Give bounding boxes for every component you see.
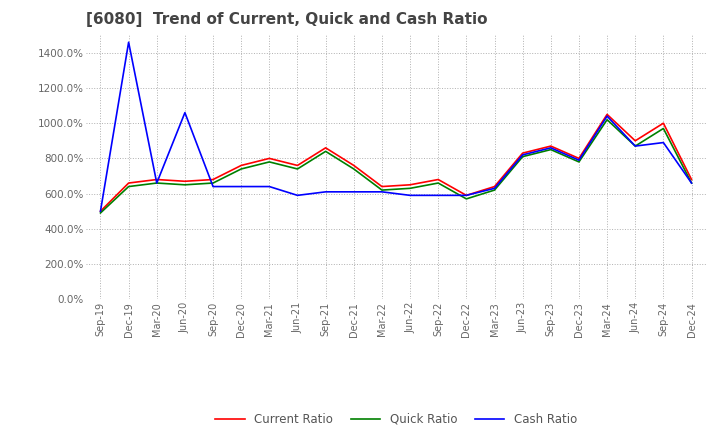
Quick Ratio <box>546 147 555 152</box>
Current Ratio <box>631 138 639 143</box>
Cash Ratio <box>490 186 499 191</box>
Quick Ratio <box>349 166 358 172</box>
Quick Ratio <box>406 186 415 191</box>
Text: [6080]  Trend of Current, Quick and Cash Ratio: [6080] Trend of Current, Quick and Cash … <box>86 12 488 27</box>
Cash Ratio <box>209 184 217 189</box>
Cash Ratio <box>546 145 555 150</box>
Quick Ratio <box>265 159 274 165</box>
Current Ratio <box>659 121 667 126</box>
Quick Ratio <box>490 187 499 193</box>
Cash Ratio <box>377 189 386 194</box>
Cash Ratio <box>518 152 527 158</box>
Current Ratio <box>321 145 330 150</box>
Current Ratio <box>265 156 274 161</box>
Quick Ratio <box>209 180 217 186</box>
Cash Ratio <box>265 184 274 189</box>
Current Ratio <box>209 177 217 182</box>
Line: Current Ratio: Current Ratio <box>101 114 691 211</box>
Current Ratio <box>546 143 555 149</box>
Quick Ratio <box>181 182 189 187</box>
Cash Ratio <box>434 193 443 198</box>
Quick Ratio <box>518 154 527 159</box>
Line: Cash Ratio: Cash Ratio <box>101 42 691 211</box>
Current Ratio <box>125 180 133 186</box>
Current Ratio <box>603 112 611 117</box>
Cash Ratio <box>406 193 415 198</box>
Cash Ratio <box>293 193 302 198</box>
Cash Ratio <box>181 110 189 115</box>
Quick Ratio <box>377 187 386 193</box>
Cash Ratio <box>687 180 696 186</box>
Quick Ratio <box>321 149 330 154</box>
Quick Ratio <box>659 126 667 131</box>
Quick Ratio <box>434 180 443 186</box>
Cash Ratio <box>631 143 639 149</box>
Current Ratio <box>687 177 696 182</box>
Cash Ratio <box>659 140 667 145</box>
Quick Ratio <box>153 180 161 186</box>
Legend: Current Ratio, Quick Ratio, Cash Ratio: Current Ratio, Quick Ratio, Cash Ratio <box>210 408 582 431</box>
Cash Ratio <box>349 189 358 194</box>
Cash Ratio <box>125 40 133 45</box>
Cash Ratio <box>237 184 246 189</box>
Current Ratio <box>349 163 358 168</box>
Cash Ratio <box>603 114 611 119</box>
Current Ratio <box>237 163 246 168</box>
Current Ratio <box>575 156 583 161</box>
Cash Ratio <box>462 193 471 198</box>
Cash Ratio <box>321 189 330 194</box>
Quick Ratio <box>575 159 583 165</box>
Quick Ratio <box>125 184 133 189</box>
Cash Ratio <box>96 209 105 214</box>
Quick Ratio <box>631 143 639 149</box>
Current Ratio <box>293 163 302 168</box>
Quick Ratio <box>96 210 105 216</box>
Current Ratio <box>96 209 105 214</box>
Current Ratio <box>434 177 443 182</box>
Current Ratio <box>406 182 415 187</box>
Current Ratio <box>518 150 527 156</box>
Line: Quick Ratio: Quick Ratio <box>101 120 691 213</box>
Current Ratio <box>377 184 386 189</box>
Current Ratio <box>462 193 471 198</box>
Quick Ratio <box>237 166 246 172</box>
Quick Ratio <box>687 180 696 186</box>
Cash Ratio <box>575 158 583 163</box>
Quick Ratio <box>293 166 302 172</box>
Current Ratio <box>490 184 499 189</box>
Quick Ratio <box>603 117 611 122</box>
Current Ratio <box>181 179 189 184</box>
Quick Ratio <box>462 196 471 202</box>
Cash Ratio <box>153 180 161 186</box>
Current Ratio <box>153 177 161 182</box>
